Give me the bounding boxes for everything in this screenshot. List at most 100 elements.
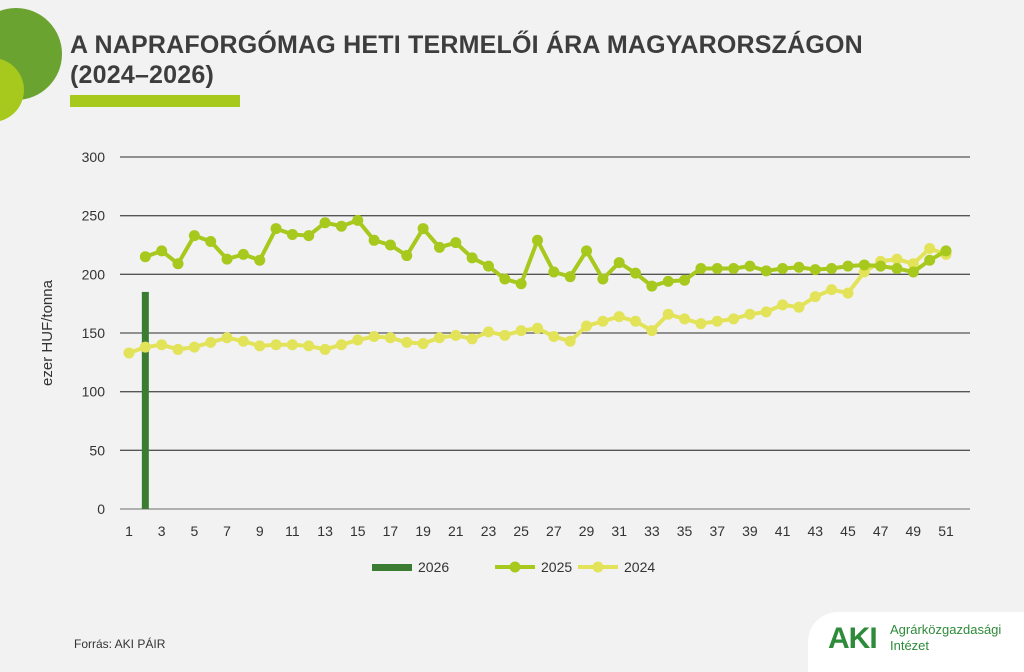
point-2024 (482, 326, 494, 338)
point-2024 (450, 329, 462, 341)
point-2025 (319, 217, 331, 229)
point-2024 (826, 284, 838, 296)
point-2024 (417, 338, 429, 350)
point-2024 (760, 306, 772, 318)
point-2025 (858, 259, 870, 271)
point-2024 (924, 243, 936, 255)
point-2025 (630, 267, 642, 279)
point-2025 (875, 260, 887, 272)
point-2025 (891, 262, 903, 274)
legend-label-2026: 2026 (418, 559, 449, 575)
x-tick-label: 13 (317, 523, 333, 539)
x-tick-label: 43 (807, 523, 823, 539)
point-2025 (352, 214, 364, 226)
point-2024 (728, 313, 740, 325)
point-2025 (793, 261, 805, 273)
point-2025 (270, 223, 282, 235)
point-2025 (826, 262, 838, 274)
point-2025 (760, 265, 772, 277)
point-2024 (156, 339, 168, 351)
logo-name: Agrárközgazdasági Intézet (890, 622, 1002, 653)
legend-marker-2024 (592, 561, 604, 573)
legend-label-2025: 2025 (541, 559, 572, 575)
point-2025 (368, 234, 380, 246)
x-tick-label: 49 (906, 523, 922, 539)
point-2025 (254, 254, 266, 266)
point-2025 (842, 260, 854, 272)
point-2024 (237, 335, 249, 347)
point-2024 (613, 311, 625, 323)
point-2025 (237, 248, 249, 260)
x-tick-label: 21 (448, 523, 464, 539)
point-2025 (548, 266, 560, 278)
point-2024 (744, 308, 756, 320)
point-2024 (630, 315, 642, 327)
point-2025 (662, 275, 674, 287)
point-2024 (581, 320, 593, 332)
logo-abbr: AKI (828, 622, 878, 655)
point-2024 (891, 253, 903, 265)
point-2025 (809, 264, 821, 276)
point-2025 (744, 260, 756, 272)
x-tick-label: 7 (223, 523, 231, 539)
x-tick-label: 51 (938, 523, 954, 539)
line-2024 (128, 246, 947, 355)
point-2024 (384, 332, 396, 344)
logo: AKI Agrárközgazdasági Intézet (808, 612, 1024, 672)
point-2025 (907, 266, 919, 278)
point-2025 (401, 250, 413, 262)
legend-marker-2025 (509, 561, 521, 573)
point-2025 (581, 245, 593, 257)
point-2025 (156, 245, 168, 257)
point-2024 (466, 333, 478, 345)
point-2024 (139, 341, 151, 353)
point-2025 (499, 273, 511, 285)
point-2024 (907, 258, 919, 270)
point-2024 (319, 343, 331, 355)
point-2024 (548, 331, 560, 343)
x-tick-label: 27 (546, 523, 562, 539)
y-tick-label: 100 (82, 384, 106, 400)
point-2024 (221, 332, 233, 344)
x-tick-label: 5 (190, 523, 198, 539)
y-axis-label: ezer HUF/tonna (39, 279, 56, 386)
point-2025 (417, 223, 429, 235)
point-2025 (303, 230, 315, 242)
line-2025 (144, 218, 947, 289)
point-2024 (335, 339, 347, 351)
point-2024 (515, 325, 527, 337)
x-tick-label: 3 (158, 523, 166, 539)
x-tick-label: 45 (840, 523, 856, 539)
title-line-1: A NAPRAFORGÓMAG HETI TERMELŐI ÁRA MAGYAR… (70, 31, 863, 59)
legend-swatch-2026 (372, 564, 412, 571)
point-2025 (450, 237, 462, 249)
point-2025 (221, 253, 233, 265)
point-2025 (679, 274, 691, 286)
point-2025 (532, 234, 543, 246)
title-underline (70, 95, 240, 107)
point-2025 (335, 220, 347, 232)
y-tick-label: 300 (82, 149, 106, 165)
point-2025 (613, 257, 625, 269)
point-2024 (303, 340, 315, 352)
x-tick-label: 37 (709, 523, 725, 539)
point-2025 (777, 262, 789, 274)
x-tick-label: 47 (873, 523, 889, 539)
point-2024 (777, 299, 789, 311)
x-tick-label: 25 (513, 523, 529, 539)
x-tick-label: 17 (383, 523, 399, 539)
point-2025 (711, 262, 723, 274)
y-tick-label: 250 (82, 208, 106, 224)
point-2025 (564, 271, 576, 283)
x-tick-label: 1 (125, 523, 133, 539)
point-2025 (646, 280, 658, 292)
point-2024 (809, 291, 821, 303)
legend-label-2024: 2024 (624, 559, 655, 575)
point-2024 (172, 343, 184, 355)
point-2024 (286, 339, 298, 351)
point-2025 (172, 258, 184, 270)
point-2024 (433, 332, 445, 344)
point-2024 (401, 336, 413, 348)
point-2024 (564, 335, 576, 347)
